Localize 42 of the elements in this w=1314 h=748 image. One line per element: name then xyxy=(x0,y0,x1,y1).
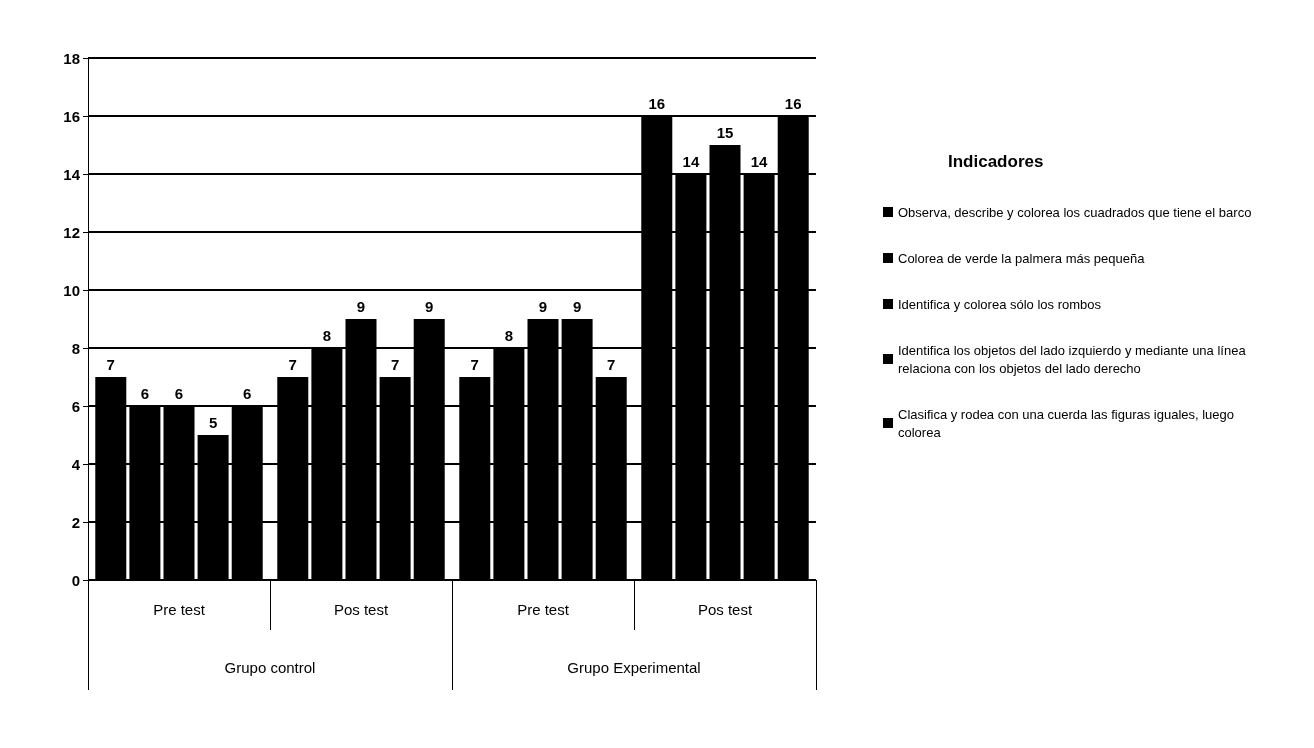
data-label: 7 xyxy=(390,356,400,373)
y-tick-label: 6 xyxy=(71,397,80,415)
legend-label: Identifica los objetos del lado izquierdo y mediante una línea relaciona con los objetos del lado derecho xyxy=(898,342,1250,376)
legend-label: Identifica y colorea sólo los rombos xyxy=(898,296,1102,312)
data-label: 14 xyxy=(682,153,700,170)
data-label: 14 xyxy=(750,153,769,170)
text: Grupo Experimental xyxy=(567,659,701,676)
legend-label: Clasifica y rodea con una cuerda las figuras iguales, luego colorea xyxy=(898,406,1238,440)
data-label: 8 xyxy=(504,327,514,344)
x-tick-label: Pre test xyxy=(153,601,206,618)
legend-label: Colorea de verde la palmera más pequeña xyxy=(898,250,1146,266)
y-tick-label: 12 xyxy=(63,223,80,241)
data-label: 7 xyxy=(607,356,616,373)
data-label: 9 xyxy=(356,298,366,315)
data-label: 7 xyxy=(288,356,297,373)
data-label: 7 xyxy=(470,356,479,373)
legend-label: Observa, describe y colorea los cuadrados que tiene el barco xyxy=(898,204,1252,220)
data-label: 9 xyxy=(425,298,434,315)
data-label: 6 xyxy=(140,385,150,402)
data-label: 9 xyxy=(572,298,582,315)
text: Grupo control xyxy=(224,659,316,676)
data-label: 6 xyxy=(174,385,184,402)
x-tick-label: Pos test xyxy=(333,601,389,618)
y-tick-label: 18 xyxy=(63,49,80,67)
data-label: 7 xyxy=(106,356,115,373)
y-tick-label: 8 xyxy=(71,339,80,357)
y-tick-label: 10 xyxy=(63,281,80,299)
data-label: 6 xyxy=(243,385,252,402)
data-label: 15 xyxy=(716,124,734,141)
x-tick-label: Pre test xyxy=(517,601,570,618)
data-label: 5 xyxy=(208,414,218,431)
y-tick-label: 4 xyxy=(71,455,81,473)
legend-title: Indicadores xyxy=(948,152,1044,171)
y-tick-label: 14 xyxy=(63,165,81,183)
data-label: 16 xyxy=(784,95,802,112)
y-tick-label: 0 xyxy=(71,571,80,589)
data-label: 16 xyxy=(648,95,666,112)
y-tick-label: 2 xyxy=(71,513,80,531)
data-label: 9 xyxy=(538,298,548,315)
data-label: 8 xyxy=(322,327,332,344)
y-tick-label: 16 xyxy=(63,107,80,125)
x-tick-label: Pos test xyxy=(697,601,753,618)
